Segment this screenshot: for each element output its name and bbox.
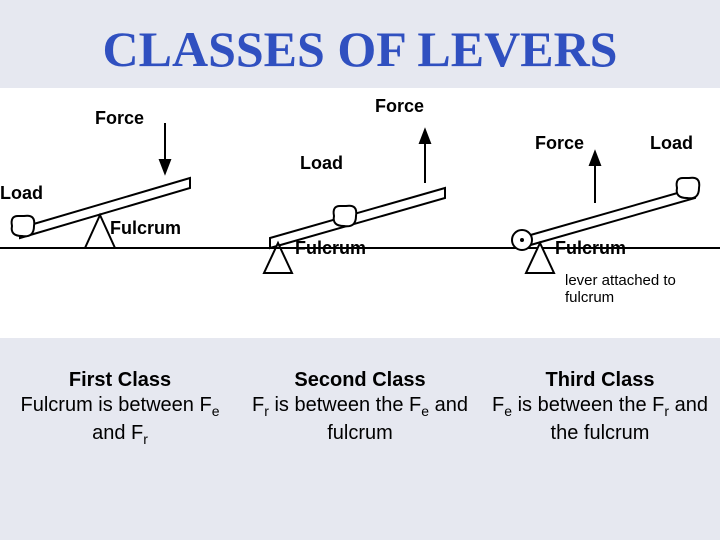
panel-second-class: Force Load Fulcrum xyxy=(240,88,480,338)
caption-title: Third Class xyxy=(492,368,708,393)
second-class-svg xyxy=(240,88,480,338)
caption-title: First Class xyxy=(12,368,228,393)
caption-third: Third Class Fe is between the Fr and the… xyxy=(480,368,720,448)
captions-row: First Class Fulcrum is between Fe and Fr… xyxy=(0,338,720,448)
attached-note: lever attached to fulcrum xyxy=(565,273,715,306)
load-label: Load xyxy=(650,133,693,154)
force-label: Force xyxy=(375,96,424,117)
force-label: Force xyxy=(95,108,144,129)
caption-second: Second Class Fr is between the Fe and fu… xyxy=(240,368,480,448)
fulcrum-label: Fulcrum xyxy=(110,218,181,239)
fulcrum-label: Fulcrum xyxy=(555,238,626,259)
caption-title: Second Class xyxy=(252,368,468,393)
fulcrum-label: Fulcrum xyxy=(295,238,366,259)
caption-body: Fr is between the Fe and fulcrum xyxy=(252,394,468,444)
load-label: Load xyxy=(300,153,343,174)
force-label: Force xyxy=(535,133,584,154)
load-label: Load xyxy=(0,183,43,204)
caption-body: Fulcrum is between Fe and Fr xyxy=(21,394,220,444)
caption-body: Fe is between the Fr and the fulcrum xyxy=(492,394,708,444)
panel-third-class: Force Load Fulcrum lever attached to ful… xyxy=(480,88,720,338)
caption-first: First Class Fulcrum is between Fe and Fr xyxy=(0,368,240,448)
diagram-strip: Force Load Fulcrum Force Load Fulcrum xyxy=(0,88,720,338)
panel-first-class: Force Load Fulcrum xyxy=(0,88,240,338)
page-title: CLASSES OF LEVERS xyxy=(0,0,720,88)
